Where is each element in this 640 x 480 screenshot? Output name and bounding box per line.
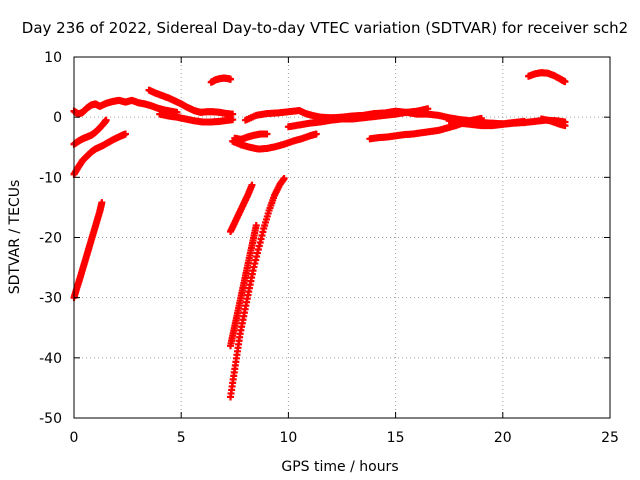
y-tick-label: -30 bbox=[39, 291, 62, 307]
series-arc-14 bbox=[284, 105, 432, 131]
y-tick-label: -40 bbox=[39, 351, 62, 367]
x-tick-label: 15 bbox=[387, 430, 405, 446]
x-tick-label: 5 bbox=[177, 430, 186, 446]
data-point bbox=[98, 199, 106, 207]
chart-title: Day 236 of 2022, Sidereal Day-to-day VTE… bbox=[22, 19, 628, 37]
series-arc-5 bbox=[145, 86, 237, 118]
data-point bbox=[424, 105, 432, 113]
data-point bbox=[102, 116, 110, 124]
y-tick-label: -20 bbox=[39, 231, 62, 247]
axis-ticks bbox=[73, 56, 611, 419]
data-point bbox=[252, 221, 260, 229]
y-tick-label: -50 bbox=[39, 411, 62, 427]
series-arc-6 bbox=[156, 110, 237, 126]
series-arc-8 bbox=[227, 181, 256, 235]
series-arc-2 bbox=[70, 116, 110, 148]
axis-tick-labels: 0 5 10 15 20 25 10 0 -10 -20 -30 -40 -50 bbox=[39, 50, 619, 446]
data-points bbox=[70, 69, 569, 401]
x-tick-label: 0 bbox=[70, 430, 79, 446]
series-arc-7 bbox=[207, 74, 235, 86]
data-point bbox=[280, 175, 288, 183]
data-point bbox=[561, 122, 569, 130]
data-point bbox=[263, 130, 271, 138]
data-point bbox=[227, 75, 235, 83]
y-tick-label: 10 bbox=[44, 50, 62, 66]
x-tick-label: 25 bbox=[601, 430, 619, 446]
data-point bbox=[248, 181, 256, 189]
x-axis-label: GPS time / hours bbox=[281, 459, 398, 475]
data-point bbox=[477, 114, 485, 122]
y-tick-label: -10 bbox=[39, 170, 62, 186]
x-tick-label: 20 bbox=[494, 430, 512, 446]
series-arc-18 bbox=[537, 115, 569, 130]
series-arc-4 bbox=[70, 199, 106, 302]
data-point bbox=[561, 78, 569, 86]
series-arc-17 bbox=[525, 69, 569, 86]
x-tick-label: 10 bbox=[279, 430, 297, 446]
series-arc-10 bbox=[227, 175, 288, 401]
grid-lines bbox=[74, 57, 610, 418]
y-axis-label: SDTVAR / TECUs bbox=[7, 180, 23, 295]
series-arc-12 bbox=[231, 130, 271, 143]
y-tick-label: 0 bbox=[53, 110, 62, 126]
data-point bbox=[121, 130, 129, 138]
series-arc-9 bbox=[227, 221, 260, 350]
data-point bbox=[229, 116, 237, 124]
data-point bbox=[312, 130, 320, 138]
